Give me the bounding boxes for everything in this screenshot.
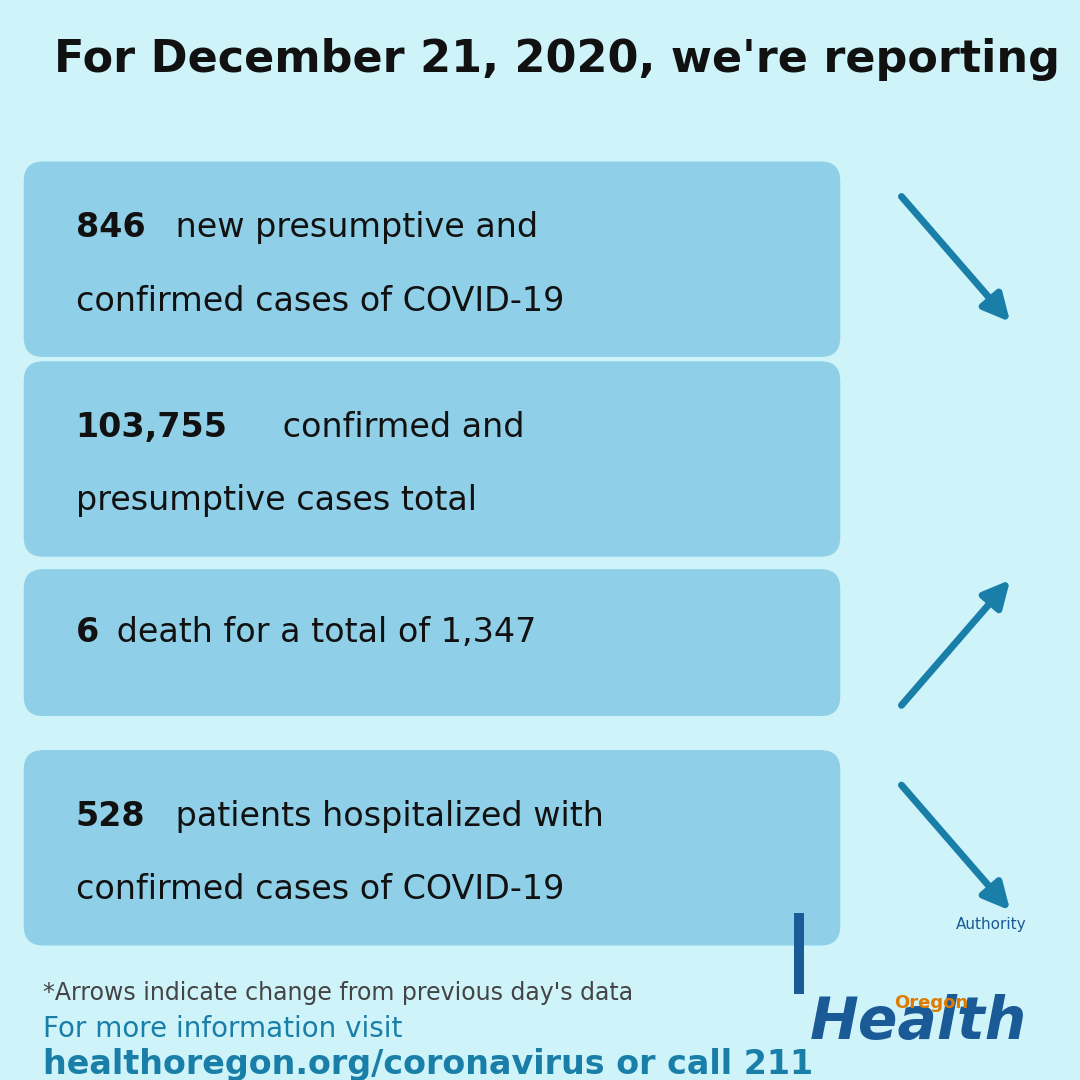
Text: new presumptive and: new presumptive and [165, 212, 539, 244]
Text: presumptive cases total: presumptive cases total [76, 485, 476, 517]
Text: Oregon: Oregon [894, 994, 969, 1012]
Text: 6: 6 [76, 616, 99, 649]
FancyBboxPatch shape [794, 913, 804, 994]
Text: 846: 846 [76, 212, 145, 244]
Text: confirmed cases of COVID-19: confirmed cases of COVID-19 [76, 873, 564, 906]
Text: confirmed and: confirmed and [272, 411, 524, 444]
Text: 528: 528 [76, 799, 145, 833]
FancyBboxPatch shape [24, 750, 840, 946]
Text: 103,755: 103,755 [76, 411, 228, 444]
Text: confirmed cases of COVID-19: confirmed cases of COVID-19 [76, 284, 564, 318]
Text: *Arrows indicate change from previous day's data: *Arrows indicate change from previous da… [43, 981, 633, 1004]
FancyBboxPatch shape [24, 361, 840, 557]
Text: Authority: Authority [956, 917, 1026, 932]
Text: healthoregon.org/coronavirus or call 211: healthoregon.org/coronavirus or call 211 [43, 1048, 813, 1080]
Text: death for a total of 1,347: death for a total of 1,347 [106, 616, 536, 649]
Text: For more information visit: For more information visit [43, 1015, 403, 1043]
Text: Health: Health [810, 994, 1027, 1051]
Text: For December 21, 2020, we're reporting: For December 21, 2020, we're reporting [54, 38, 1059, 81]
FancyBboxPatch shape [24, 569, 840, 716]
Text: patients hospitalized with: patients hospitalized with [165, 799, 605, 833]
FancyBboxPatch shape [24, 161, 840, 356]
